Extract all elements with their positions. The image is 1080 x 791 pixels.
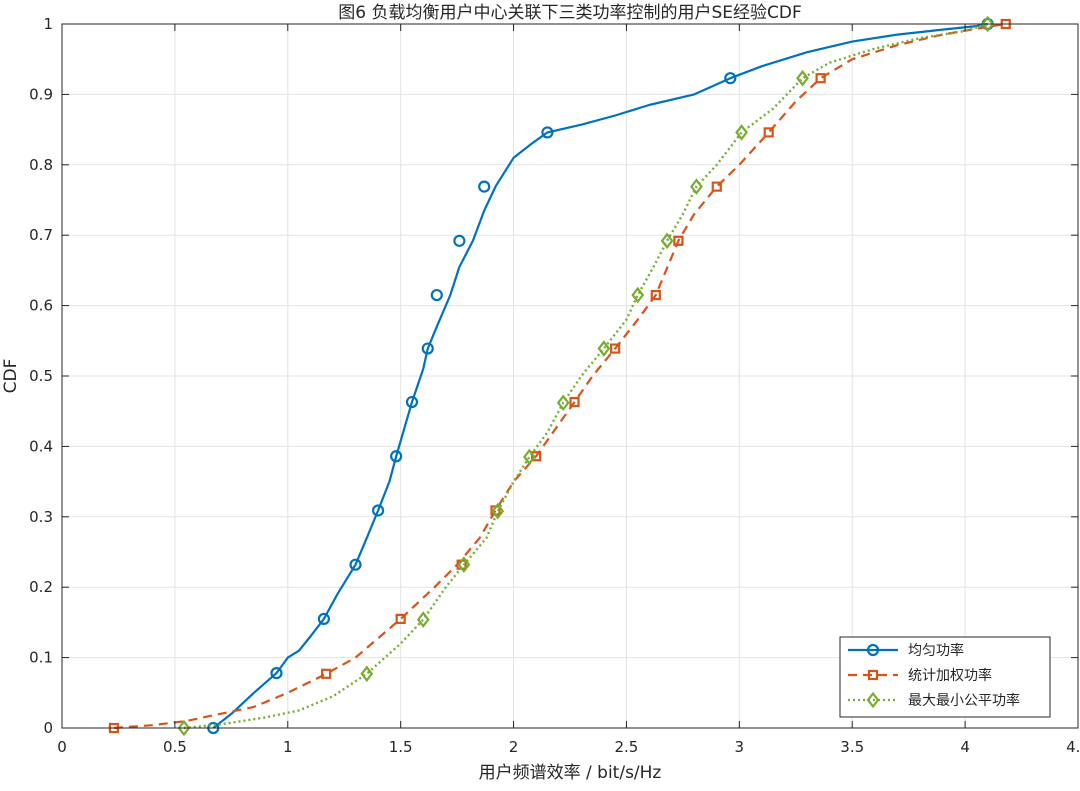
grid-layer: [61, 23, 1079, 729]
chart-title: 图6 负载均衡用户中心关联下三类功率控制的用户SE经验CDF: [338, 3, 802, 23]
series-marker: [531, 451, 542, 462]
series-marker: [763, 127, 774, 138]
series-marker: [421, 342, 434, 355]
legend-label: 均匀功率: [908, 642, 964, 659]
series-marker: [981, 15, 995, 33]
x-tick-label: 1.5: [389, 738, 413, 756]
legend-label: 统计加权功率: [908, 667, 992, 684]
y-tick-label: 1: [43, 15, 53, 33]
series-marker: [815, 73, 826, 84]
series-marker: [569, 396, 580, 408]
series-marker: [371, 504, 385, 517]
y-tick-label: 0: [43, 719, 53, 737]
series-marker: [796, 69, 809, 87]
legend-marker: [866, 643, 880, 657]
series-marker: [597, 340, 611, 357]
y-tick-label: 0.3: [29, 508, 53, 526]
tick-layer: 0 0.5 1 1.5 2 2.5 3 3.5 4 4.5 0 0.1 0.2 0.3 0.4 0.5 0.6 0…: [29, 15, 1080, 756]
series-marker: [321, 668, 332, 679]
y-tick-label: 0.4: [29, 437, 53, 455]
y-tick-label: 0.6: [29, 297, 53, 315]
series-marker: [405, 395, 419, 409]
legend-marker: [867, 669, 879, 681]
legend-marker: [866, 691, 880, 709]
series-3: [177, 15, 995, 737]
series-marker: [349, 558, 362, 571]
series-marker: [416, 611, 430, 628]
x-tick-label: 1: [283, 738, 293, 756]
x-tick-label: 4: [960, 738, 970, 756]
x-tick-label: 3.5: [840, 738, 864, 756]
series-marker: [660, 232, 674, 250]
series-marker: [690, 178, 703, 195]
y-tick-label: 0.8: [29, 156, 53, 174]
y-tick-label: 0.2: [29, 578, 53, 596]
series-layer: [108, 15, 1011, 737]
x-axis-label: 用户频谱效率 / bit/s/Hz: [479, 763, 662, 783]
series-marker: [491, 502, 505, 520]
series-marker: [478, 180, 491, 193]
series-marker: [631, 286, 645, 304]
series-2: [108, 18, 1011, 734]
y-tick-label: 0.1: [29, 649, 53, 667]
series-marker: [177, 719, 191, 737]
series-marker: [673, 235, 684, 246]
y-tick-label: 0.9: [29, 85, 53, 103]
series-1: [207, 17, 994, 735]
series-marker: [650, 289, 661, 301]
series-marker: [453, 234, 466, 247]
series-marker: [270, 666, 283, 680]
x-tick-label: 0: [57, 738, 67, 756]
y-tick-label: 0.5: [29, 367, 53, 385]
series-marker: [541, 126, 554, 139]
series-marker: [711, 181, 722, 192]
x-tick-label: 2.5: [615, 738, 639, 756]
y-axis-label: CDF: [1, 359, 21, 394]
series-marker: [390, 450, 403, 463]
x-tick-label: 3: [735, 738, 745, 756]
x-tick-label: 0.5: [163, 738, 187, 756]
series-marker: [430, 288, 443, 302]
x-tick-label: 2: [509, 738, 519, 756]
series-marker: [457, 556, 471, 573]
series-marker: [522, 448, 536, 466]
series-marker: [724, 72, 737, 85]
y-tick-label: 0.7: [29, 226, 53, 244]
series-marker: [395, 613, 406, 624]
series-marker: [735, 124, 748, 141]
series-marker: [610, 343, 621, 354]
series-marker: [556, 394, 570, 412]
x-tick-label: 4.5: [1066, 738, 1080, 756]
legend-label: 最大最小公平功率: [908, 692, 1020, 709]
series-marker: [317, 612, 331, 625]
series-line: [212, 22, 988, 729]
series-marker: [360, 665, 374, 683]
